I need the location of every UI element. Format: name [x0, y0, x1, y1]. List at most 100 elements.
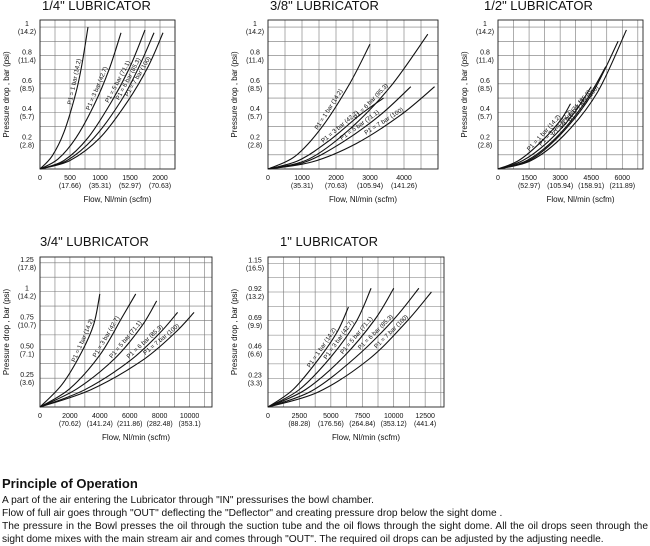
y-axis-label: Pressure drop , bar (psi)	[2, 289, 11, 376]
series-line	[39, 312, 195, 408]
y-tick-sublabel: (7.1)	[20, 351, 34, 358]
x-tick-sublabel: (70.62)	[59, 421, 81, 428]
series-line	[267, 97, 384, 170]
chart-plot: 0 500(17.66) 1000(35.31) 1500(52.97) 2000(70…	[2, 19, 176, 204]
x-tick-sublabel: (35.31)	[89, 183, 111, 190]
plot-frame	[267, 256, 445, 408]
x-tick-label: 2500	[292, 413, 308, 420]
x-tick-sublabel: (282.48)	[147, 421, 173, 428]
y-tick-label: 0.23	[248, 372, 262, 379]
y-tick-sublabel: (11.4)	[246, 57, 264, 64]
series-line	[39, 32, 164, 170]
chart-quarter-inch-lubricator: 1/4" LUBRICATOR 0 500 (17.66) 1000 (35.31) 15…	[0, 0, 215, 215]
section-title: Principle of Operation	[2, 476, 138, 491]
y-tick-sublabel: (8.5)	[248, 86, 262, 93]
x-tick-label: 4500	[583, 175, 599, 182]
x-axis-label: Flow, Nl/min (scfm)	[332, 433, 400, 442]
plot-frame	[267, 19, 439, 170]
y-tick-label: 1.15	[248, 257, 262, 264]
series-label: P1 = 7 bar (100)	[567, 84, 600, 124]
chart-title: 1" LUBRICATOR	[280, 234, 379, 249]
chart-title: 1/2" LUBRICATOR	[484, 0, 593, 13]
x-tick-sublabel: (141.24)	[87, 421, 113, 428]
x-tick-sublabel: (141.26)	[391, 183, 417, 190]
y-tick-sublabel: (14.2)	[476, 29, 494, 36]
x-tick-sublabel: (52.97)	[119, 183, 141, 190]
x-tick-sublabel: (70.63)	[149, 183, 171, 190]
x-tick-label: 10000	[384, 413, 404, 420]
series-line	[267, 86, 435, 170]
y-axis-label: Pressure drop , bar (psi)	[230, 51, 239, 138]
y-tick-label: 0.8	[480, 49, 490, 56]
chart-title: 3/4" LUBRICATOR	[40, 234, 149, 249]
x-tick-sublabel: (17.66)	[59, 183, 81, 190]
series-line	[267, 43, 371, 170]
y-tick-label: 0.6	[480, 78, 490, 85]
series-line	[267, 287, 420, 408]
paragraph-line: Flow of full air goes through "OUT" defl…	[2, 508, 503, 519]
series-line	[497, 103, 571, 170]
y-axis-label: Pressure drop , bar (psi)	[2, 51, 11, 138]
series-line	[267, 288, 372, 408]
series-line	[39, 312, 179, 408]
x-tick-label: 1000	[294, 175, 310, 182]
x-axis-label: Flow, Nl/min (scfm)	[84, 195, 152, 204]
x-tick-label: 5000	[323, 413, 339, 420]
series-line	[39, 29, 146, 170]
x-tick-label: 4000	[92, 413, 108, 420]
plot-frame	[497, 19, 644, 170]
series-line	[267, 306, 349, 408]
series-line	[267, 291, 432, 408]
x-tick-label: 6000	[614, 175, 630, 182]
x-tick-label: 0	[496, 175, 500, 182]
chart-half-inch-lubricator: 1/2" LUBRICATOR 0 1500 (52.97) 3000 (105.94)…	[458, 0, 650, 215]
y-tick-sublabel: (2.8)	[248, 143, 262, 150]
y-tick-sublabel: (11.4)	[18, 57, 36, 64]
y-tick-label: 0.69	[248, 315, 262, 322]
y-tick-label: 0.4	[480, 106, 490, 113]
chart-title: 1/4" LUBRICATOR	[42, 0, 151, 13]
x-tick-sublabel: (176.56)	[318, 421, 344, 428]
y-tick-sublabel: (14.2)	[246, 29, 264, 36]
x-axis-label: Flow, Nl/min (scfm)	[102, 433, 170, 442]
x-tick-label: 3000	[362, 175, 378, 182]
x-tick-sublabel: (211.89)	[610, 183, 636, 190]
x-axis-label: Flow, Nl/min (scfm)	[547, 195, 615, 204]
y-tick-sublabel: (6.6)	[248, 352, 262, 359]
y-tick-sublabel: (14.2)	[18, 29, 36, 36]
x-tick-label: 1500	[122, 175, 138, 182]
chart-plot: 0 2000(70.62) 4000(141.24) 6000(211.86) 8000…	[2, 256, 213, 442]
x-tick-label: 10000	[180, 413, 200, 420]
series-line	[267, 287, 395, 408]
x-tick-label: 7500	[354, 413, 370, 420]
x-tick-sublabel: (353.1)	[178, 421, 200, 428]
series-line	[497, 29, 627, 170]
chart-one-inch-lubricator: 1" LUBRICATOR 0 2500 (88.28) 5000 (176.56) 75…	[228, 234, 446, 450]
y-tick-sublabel: (5.7)	[20, 114, 34, 121]
x-tick-label: 2000	[152, 175, 168, 182]
y-tick-sublabel: (3.3)	[248, 380, 262, 387]
y-tick-sublabel: (8.5)	[20, 86, 34, 93]
y-tick-label: 0.4	[250, 106, 260, 113]
y-tick-label: 1	[25, 21, 29, 28]
series-line	[39, 300, 158, 408]
series-line	[39, 27, 89, 170]
x-tick-sublabel: (264.84)	[349, 421, 375, 428]
x-tick-sublabel: (105.94)	[547, 183, 573, 190]
series-line	[497, 66, 607, 170]
series-line	[39, 32, 122, 170]
chart-plot: 0 1500(52.97) 3000(105.94) 4500(158.91) 6000…	[460, 19, 644, 204]
series-line	[39, 293, 137, 408]
y-tick-label: 1	[253, 21, 257, 28]
x-tick-label: 1000	[92, 175, 108, 182]
y-tick-sublabel: (10.7)	[18, 322, 36, 329]
series-line	[497, 41, 619, 170]
x-tick-label: 0	[266, 175, 270, 182]
x-tick-sublabel: (70.63)	[325, 183, 347, 190]
x-tick-sublabel: (105.94)	[357, 183, 383, 190]
y-tick-label: 0.6	[250, 78, 260, 85]
y-tick-sublabel: (8.5)	[478, 86, 492, 93]
series-label: P1 = 3 bar (42.7)	[85, 66, 110, 112]
y-tick-sublabel: (2.8)	[478, 143, 492, 150]
y-tick-label: 0.75	[20, 314, 34, 321]
